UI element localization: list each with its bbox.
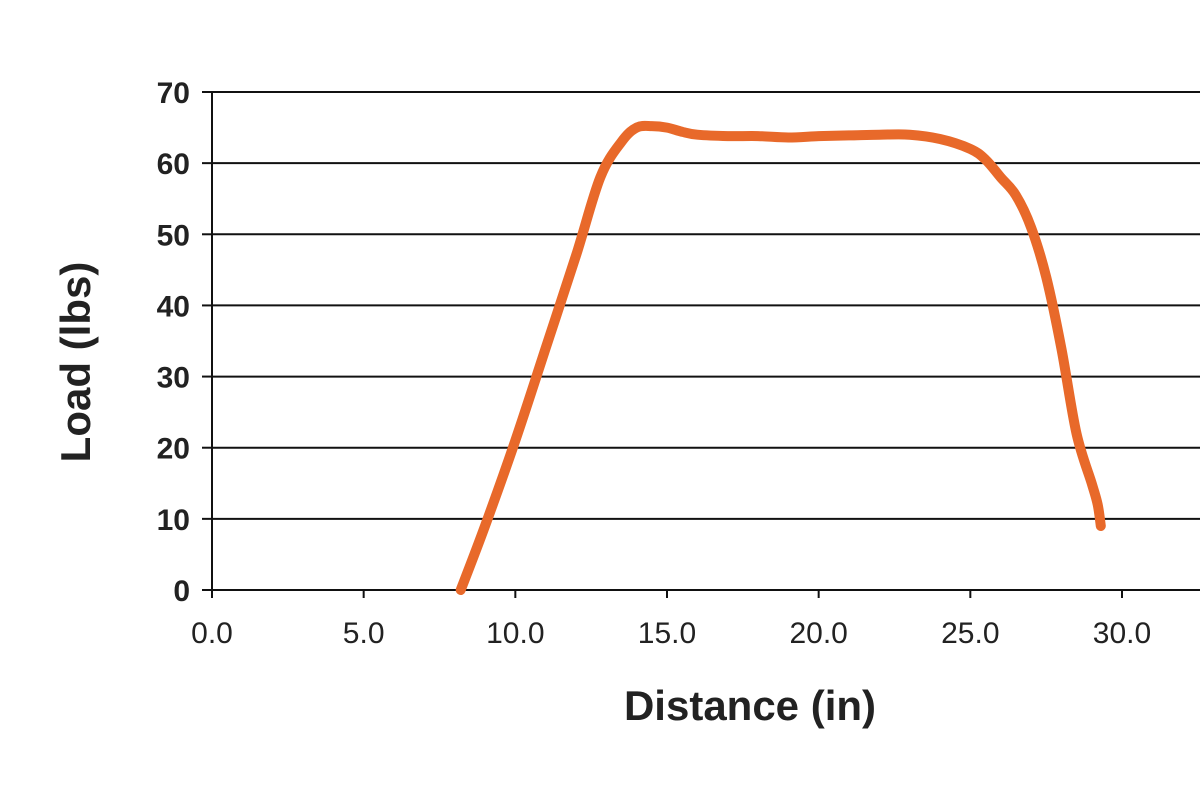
x-tick-label: 30.0 (1093, 617, 1151, 650)
x-tick-label: 15.0 (638, 617, 696, 650)
y-tick-label: 70 (157, 77, 190, 110)
gridlines (202, 91, 1200, 598)
x-tick-label: 0.0 (191, 617, 233, 650)
y-axis-title: Load (lbs) (52, 262, 99, 463)
series-line-0 (455, 120, 1106, 595)
x-tick-label: 10.0 (486, 617, 544, 650)
y-tick-label: 40 (157, 290, 190, 323)
x-axis-ticks: 0.0 5.0 10.0 15.0 20.0 25.0 30.0 (191, 617, 1151, 650)
y-tick-label: 60 (157, 148, 190, 181)
x-tick-label: 25.0 (941, 617, 999, 650)
y-tick-label: 20 (157, 433, 190, 466)
y-tick-label: 30 (157, 362, 190, 395)
data-series (455, 120, 1106, 595)
y-tick-label: 0 (173, 575, 190, 608)
y-tick-label: 10 (157, 504, 190, 537)
x-tick-label: 20.0 (789, 617, 847, 650)
x-tick-label: 5.0 (343, 617, 385, 650)
y-tick-label: 50 (157, 219, 190, 252)
x-axis-title: Distance (in) (624, 682, 876, 729)
y-axis-ticks: 0 10 20 30 40 50 60 70 (157, 77, 190, 608)
